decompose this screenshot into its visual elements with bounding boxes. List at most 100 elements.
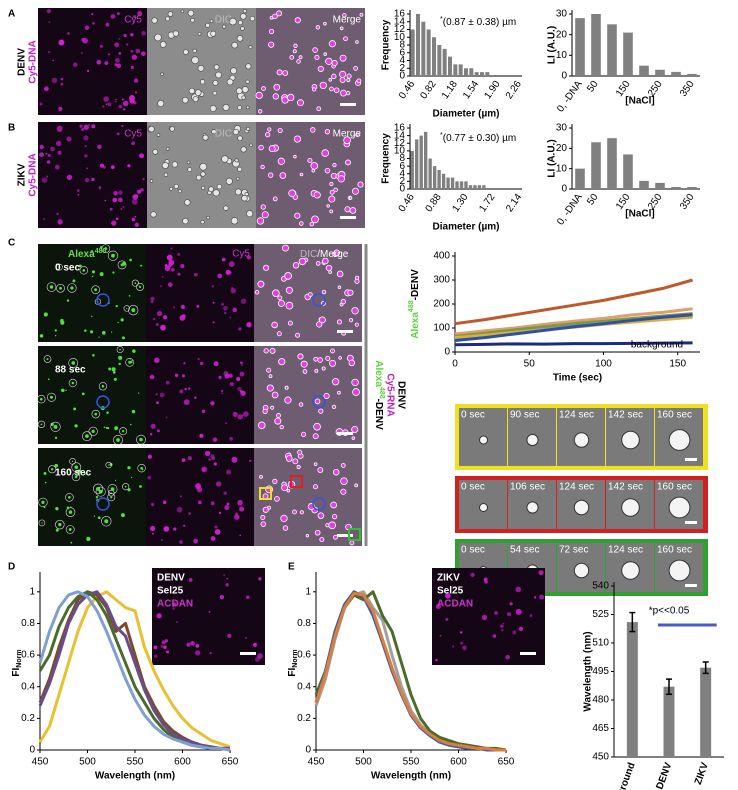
image-dot [157,100,165,107]
bar [655,69,665,76]
image-dot [329,189,335,195]
highlight [312,395,326,409]
image-dot [297,353,304,360]
image-dot [230,67,237,75]
y-tick-label: 510 [592,638,609,649]
image-dot [83,135,89,141]
x-tick-label: 150 [669,359,686,370]
image-dot [246,322,252,328]
side-label-part: -DENV [373,399,384,430]
image-dot [58,522,62,527]
image-dot [299,510,304,515]
image-dot [307,157,313,164]
image-ring [79,266,89,275]
image-dot [289,55,295,60]
x-tick-label: 600 [174,757,191,768]
image-dot [54,436,58,439]
line-series [38,590,231,749]
image-dot [318,316,326,324]
image-dot [119,348,121,351]
channel-label-part: 488 [95,248,107,255]
image-dot [331,73,337,79]
image-dot [224,311,227,315]
image-dot [121,98,124,101]
image-ring [68,378,77,388]
image-dot [276,10,283,17]
image-dot [199,361,204,366]
image-dot [318,408,324,414]
image-ring [116,346,124,354]
bar [575,168,585,189]
image-dot [50,146,55,152]
image-dot [538,570,544,576]
image-dot [70,506,72,508]
image-dot [48,20,51,23]
image-dot [172,602,176,606]
bar [442,48,447,76]
image-dot [132,349,136,353]
channel-label-part: DIC [300,249,317,260]
image-dot [71,361,76,365]
image-dot [99,163,104,168]
bar [437,169,441,189]
image-dot [190,641,195,646]
strip-time: 124 sec [559,482,594,493]
image-dot [83,124,89,130]
image-dot [134,222,139,227]
image-dot [85,434,89,438]
image-dot [82,269,86,272]
image-dot [534,596,537,599]
image-dot [65,389,67,392]
highlight [348,528,361,541]
image-dot [115,304,118,308]
image-dot [292,509,297,515]
image-dot [319,81,327,90]
image-dot [234,188,242,196]
image-dot [260,514,266,520]
image-dot [212,189,220,197]
image-dot [205,22,211,28]
x-tick-label: 650 [498,757,515,768]
image-dot [99,272,104,277]
image-dot [313,191,321,199]
bar [410,150,414,189]
image-dot [459,631,463,634]
image-dot [56,125,63,132]
image-dot [229,17,237,26]
y-tick-label: 20 [556,29,568,40]
image-dot [142,178,145,181]
image-dot [92,22,95,25]
image-dot [328,521,337,530]
x-axis-title: [NaCl] [625,96,654,107]
image-dot [324,128,331,135]
image-ring [88,426,98,437]
image-dot [56,212,59,216]
image-dot [123,33,127,38]
image-dot [201,185,206,190]
x-tick-label: 0.88 [424,192,444,215]
bar [655,182,665,189]
droplet [621,498,640,517]
image-dot [232,128,239,135]
image-dot [226,577,229,580]
image-dot [191,56,199,64]
image-dot [354,483,359,488]
image-dot [328,270,332,274]
image-dot [352,388,360,396]
image-dot [286,488,291,493]
image-dot [208,458,211,461]
image-dot [152,317,156,321]
y-tick-label: 0.4 [21,681,35,692]
image-dot [161,539,163,541]
image-dot [58,106,63,111]
channel-label: DIC [215,15,232,26]
image-dot [333,187,338,193]
y-tick-label: 8 [399,153,405,164]
image-dot [150,296,155,302]
image-dot [276,331,282,337]
image-dot [100,246,103,249]
image-dot [84,177,90,183]
image-dot [96,486,101,491]
image-dot [211,456,216,461]
image-dot [133,14,137,19]
